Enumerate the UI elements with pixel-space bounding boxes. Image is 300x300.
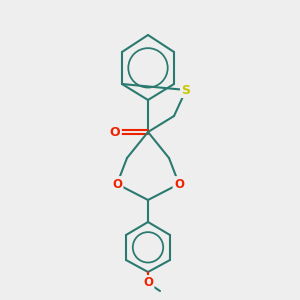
Text: S: S [182,83,190,97]
Text: O: O [112,178,122,190]
Text: O: O [174,178,184,190]
Text: O: O [110,125,120,139]
Text: O: O [143,277,153,290]
